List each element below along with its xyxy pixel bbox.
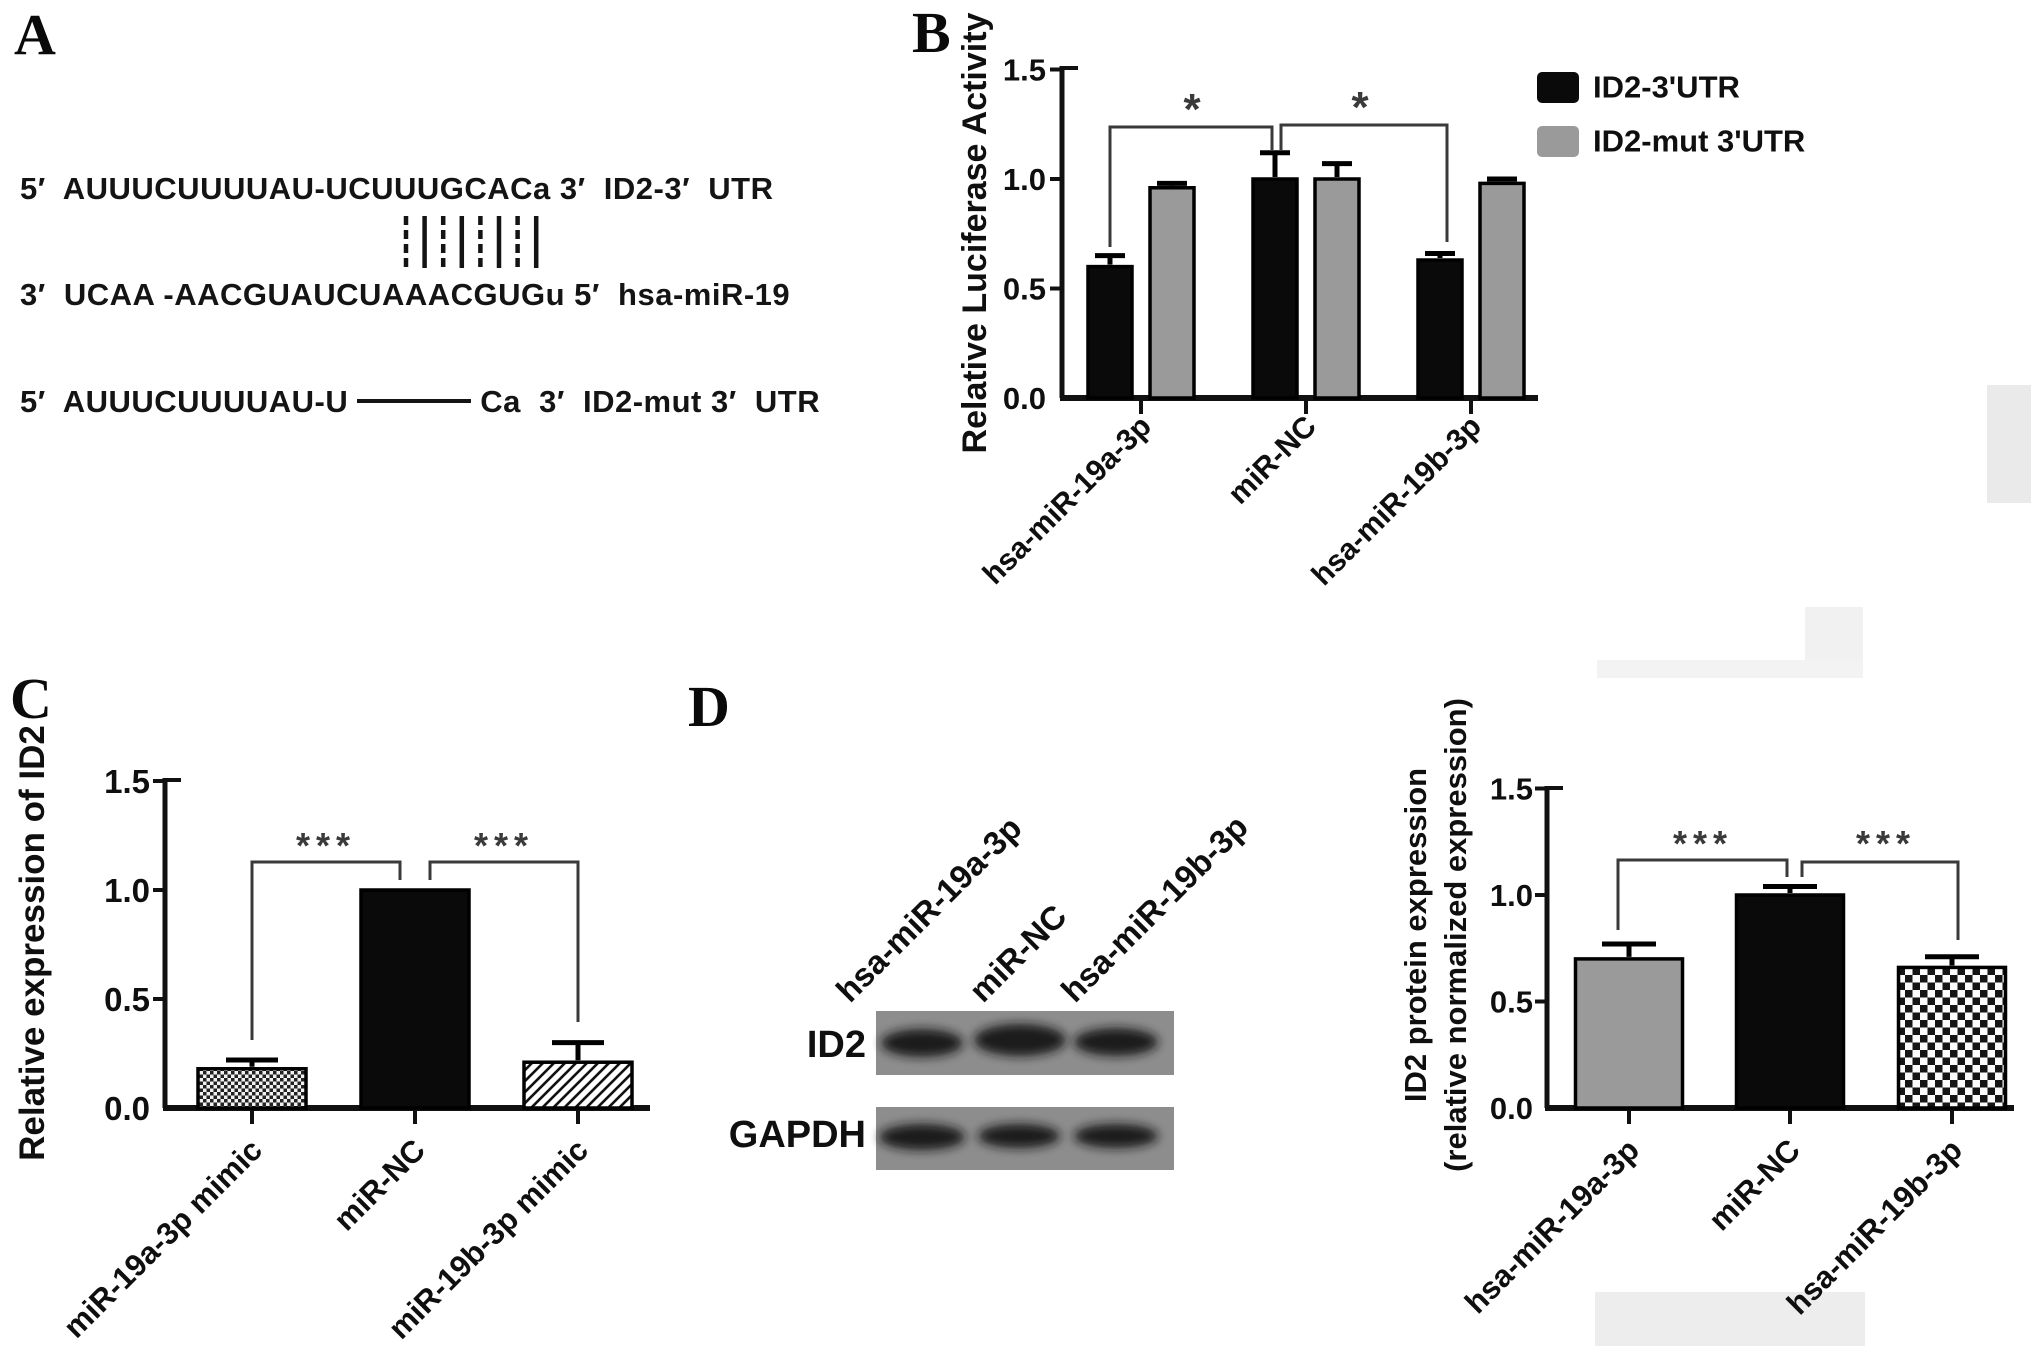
legend-label: ID2-mut 3'UTR bbox=[1593, 123, 1805, 158]
mutant-strand-suffix: Ca 3′ ID2-mut 3′ UTR bbox=[480, 384, 821, 419]
blot-band bbox=[879, 1124, 965, 1150]
y-axis-title-line: ID2 protein expression bbox=[1398, 768, 1433, 1102]
y-tick-label: 1.0 bbox=[1490, 878, 1533, 913]
western-blot: ID2GAPDHhsa-miR-19a-3pmiR-NChsa-miR-19b-… bbox=[729, 808, 1255, 1170]
panel-c-label: C bbox=[10, 666, 52, 731]
panel-a-label: A bbox=[14, 2, 56, 67]
x-category-label: hsa-miR-19b-3p bbox=[1305, 410, 1487, 592]
blot-protein-label: ID2 bbox=[807, 1024, 866, 1066]
x-category-label: hsa-miR-19b-3p bbox=[1780, 1132, 1969, 1321]
bar-hsa-miR-19b-3p-ID2-mut 3'UTR bbox=[1478, 181, 1526, 400]
panel-d-label: D bbox=[688, 674, 730, 739]
y-tick-label: 0.5 bbox=[104, 981, 150, 1018]
significance-bracket bbox=[1616, 858, 1789, 930]
bar-hsa-miR-19b-3p-ID2-3'UTR bbox=[1416, 258, 1464, 400]
bar-miR-NC-Relative expression of ID2 bbox=[359, 888, 471, 1110]
x-category-label: hsa-miR-19a-3p bbox=[977, 410, 1158, 591]
y-tick-label: 0.0 bbox=[104, 1090, 150, 1127]
bar-miR-19a-3p mimic-Relative expression of ID2 bbox=[196, 1067, 308, 1110]
significance-bracket bbox=[428, 860, 580, 1022]
x-category-label: miR-19a-3p mimic bbox=[57, 1132, 269, 1344]
significance-bracket bbox=[1108, 125, 1274, 247]
bar-hsa-miR-19a-3p-ID2 protein expression bbox=[1573, 957, 1685, 1110]
bar-hsa-miR-19a-3p-ID2-mut 3'UTR bbox=[1148, 186, 1196, 400]
chart-luciferase: 0.0 0.5 1.0 1.5 Relative Luciferase Activity… bbox=[956, 12, 1805, 592]
significance-bracket bbox=[1800, 860, 1960, 940]
blot-lane-label: hsa-miR-19b-3p bbox=[1054, 808, 1255, 1009]
chart-id2_protein: 0.0 0.5 1.0 1.5 ID2 protein expression (relat… bbox=[1398, 698, 2014, 1321]
significance-stars: *** bbox=[474, 825, 534, 866]
significance-stars: *** bbox=[296, 825, 356, 866]
blot-band bbox=[974, 1024, 1066, 1056]
scan-artifact bbox=[1595, 1292, 1865, 1346]
sequence-mirna-strand: 3′ UCAA -AACGUAUCUAAACGUGu 5′ hsa-miR-19 bbox=[20, 277, 791, 312]
panel-b-label: B bbox=[912, 0, 951, 65]
significance-stars: *** bbox=[1856, 823, 1916, 864]
y-tick-label: 1.0 bbox=[104, 872, 150, 909]
blot-band bbox=[1074, 1124, 1158, 1148]
legend-label: ID2-3'UTR bbox=[1593, 69, 1740, 104]
deletion-dash bbox=[357, 399, 472, 403]
bar-miR-NC-ID2-mut 3'UTR bbox=[1313, 177, 1361, 400]
blot-protein-label: GAPDH bbox=[729, 1114, 866, 1156]
bar-hsa-miR-19b-3p-ID2 protein expression bbox=[1896, 965, 2008, 1110]
scan-artifact bbox=[1987, 385, 2031, 503]
x-category-label: miR-NC bbox=[1222, 410, 1323, 511]
x-category-label: miR-NC bbox=[327, 1132, 432, 1237]
significance-stars: * bbox=[1351, 83, 1369, 132]
y-tick-label: 0.0 bbox=[1490, 1091, 1533, 1126]
scan-artifact bbox=[1597, 660, 1863, 678]
y-axis-title: Relative expression of ID2 bbox=[13, 725, 52, 1161]
sequence-target-strand: 5′ AUUUCUUUUAU-UCUUUGCACa 3′ ID2-3′ UTR bbox=[20, 171, 774, 206]
y-axis-title: Relative Luciferase Activity bbox=[956, 12, 994, 453]
x-category-label: hsa-miR-19a-3p bbox=[1458, 1132, 1646, 1320]
mutant-strand-prefix: 5′ AUUUCUUUUAU-U bbox=[20, 384, 349, 419]
y-tick-label: 1.0 bbox=[1003, 162, 1046, 197]
significance-stars: *** bbox=[1673, 823, 1733, 864]
sequence-mutant-strand: 5′ AUUUCUUUUAU-U Ca 3′ ID2-mut 3′ UTR bbox=[20, 383, 820, 421]
y-tick-label: 0.0 bbox=[1003, 381, 1046, 416]
legend-swatch bbox=[1537, 72, 1579, 103]
x-category-label: miR-NC bbox=[1702, 1132, 1807, 1237]
blot-band bbox=[881, 1029, 963, 1057]
bar-hsa-miR-19a-3p-ID2-3'UTR bbox=[1086, 264, 1134, 400]
y-tick-label: 0.5 bbox=[1490, 985, 1533, 1020]
legend-swatch bbox=[1537, 126, 1579, 157]
blot-band bbox=[978, 1124, 1060, 1148]
significance-bracket bbox=[1279, 123, 1449, 242]
blot-band bbox=[1074, 1028, 1158, 1056]
bar-miR-NC-ID2-3'UTR bbox=[1251, 177, 1299, 400]
y-tick-label: 0.5 bbox=[1003, 272, 1046, 307]
y-tick-label: 1.5 bbox=[104, 763, 150, 800]
bar-miR-19b-3p mimic-Relative expression of ID2 bbox=[522, 1060, 634, 1110]
pairing-bars bbox=[403, 216, 539, 268]
significance-bracket bbox=[250, 860, 402, 1040]
y-tick-label: 1.5 bbox=[1490, 772, 1533, 807]
y-tick-label: 1.5 bbox=[1003, 53, 1046, 88]
y-axis-title-line: (relative normalized expression) bbox=[1438, 698, 1473, 1172]
blot-lane-label: miR-NC bbox=[962, 897, 1074, 1009]
bar-miR-NC-ID2 protein expression bbox=[1734, 893, 1846, 1110]
significance-stars: * bbox=[1183, 85, 1201, 134]
